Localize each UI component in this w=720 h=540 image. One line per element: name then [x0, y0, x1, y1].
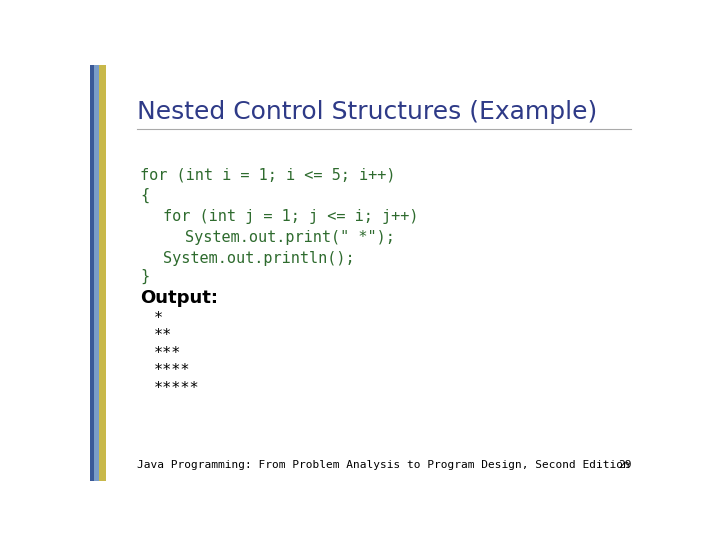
Text: {: { — [140, 188, 149, 204]
Text: Java Programming: From Problem Analysis to Program Design, Second Edition: Java Programming: From Problem Analysis … — [138, 460, 630, 470]
Text: }: } — [140, 269, 149, 285]
FancyBboxPatch shape — [99, 65, 106, 481]
Text: for (int i = 1; i <= 5; i++): for (int i = 1; i <= 5; i++) — [140, 167, 396, 183]
Text: *****: ***** — [154, 381, 199, 396]
Text: **: ** — [154, 328, 172, 343]
FancyBboxPatch shape — [90, 65, 94, 481]
Text: 29: 29 — [618, 460, 631, 470]
Text: System.out.print(" *");: System.out.print(" *"); — [185, 230, 395, 245]
Text: *: * — [154, 311, 163, 326]
FancyBboxPatch shape — [94, 65, 99, 481]
Text: Nested Control Structures (Example): Nested Control Structures (Example) — [138, 100, 598, 124]
Text: Output:: Output: — [140, 289, 218, 307]
Text: for (int j = 1; j <= i; j++): for (int j = 1; j <= i; j++) — [163, 209, 418, 224]
Text: ***: *** — [154, 346, 181, 361]
Text: ****: **** — [154, 363, 191, 379]
Text: System.out.println();: System.out.println(); — [163, 251, 354, 266]
